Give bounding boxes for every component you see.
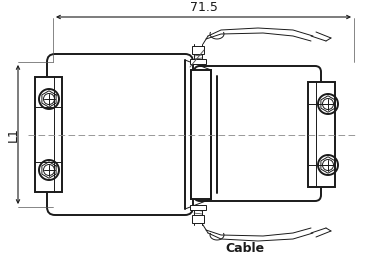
Bar (192, 215, 204, 223)
FancyBboxPatch shape (47, 54, 193, 215)
Text: 71.5: 71.5 (190, 1, 217, 14)
FancyBboxPatch shape (194, 66, 321, 201)
Text: L1: L1 (6, 127, 20, 142)
Text: Cable: Cable (226, 242, 265, 255)
Bar (192, 46, 204, 54)
Bar (190, 59, 206, 64)
Bar (35, 77, 62, 192)
Bar (308, 82, 335, 187)
Bar (191, 70, 211, 199)
Bar (190, 205, 206, 210)
